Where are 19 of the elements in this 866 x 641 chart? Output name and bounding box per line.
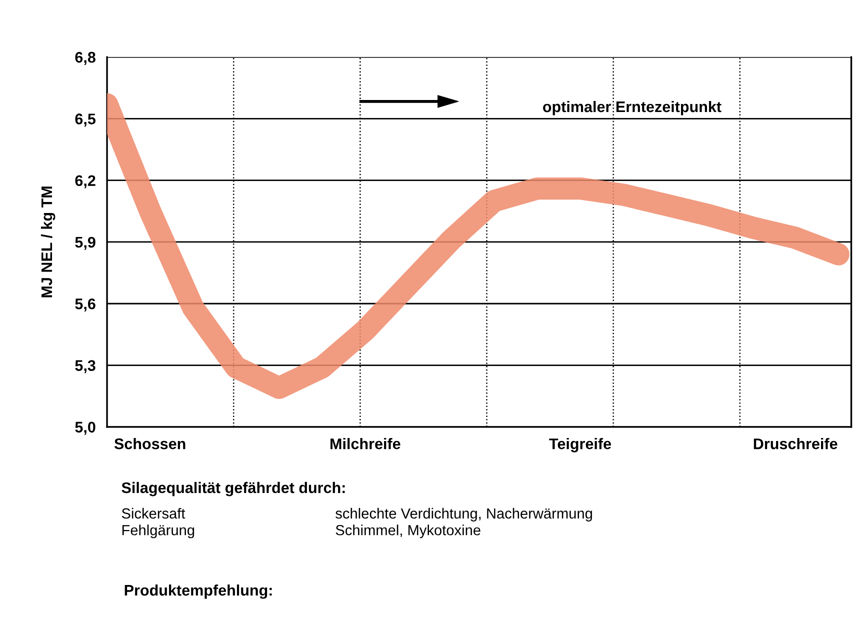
text: Sickersaft bbox=[122, 508, 186, 519]
x-tick-label: Teigreife bbox=[549, 438, 612, 452]
text: Fehlgärung bbox=[122, 524, 194, 538]
y-tick-label: 6,8 bbox=[75, 52, 96, 65]
annotation: optimaler Erntezeitpunkt bbox=[543, 100, 722, 116]
y-tick-label: 6,5 bbox=[75, 114, 96, 127]
x-tick-label: Milchreife bbox=[330, 438, 400, 450]
x-tick-label: Schossen bbox=[114, 438, 186, 450]
y-tick-label: 6,2 bbox=[75, 175, 96, 188]
y-tick-label: 5,0 bbox=[75, 422, 96, 435]
y-tick-label: 5,6 bbox=[75, 298, 96, 312]
y-tick-label: 5,3 bbox=[75, 360, 96, 374]
text: Silagequalität gefährdet durch: bbox=[122, 482, 345, 496]
x-tick-label: Druschreife bbox=[754, 438, 838, 450]
text: Schimmel, Mykotoxine bbox=[336, 524, 480, 538]
y-tick-label: 5,9 bbox=[75, 236, 96, 250]
y-axis-title: MJ NEL / kg TM bbox=[40, 186, 56, 298]
text: Produktempfehlung: bbox=[124, 584, 272, 599]
text: schlechte Verdichtung, Nacherwärmung bbox=[336, 508, 592, 522]
